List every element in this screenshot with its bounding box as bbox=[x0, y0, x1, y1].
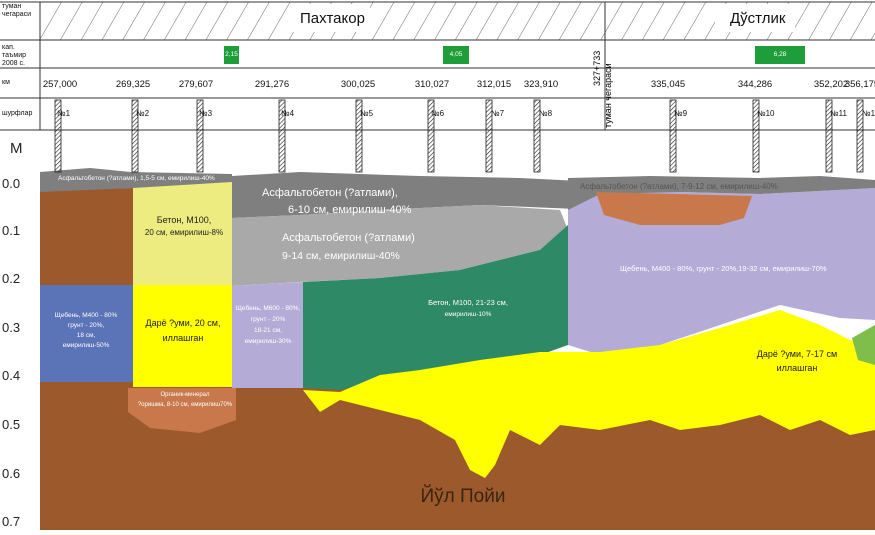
label-shcheben-mid-3: 18-21 см, bbox=[254, 327, 282, 334]
label-organic-2: ?оришма, 8-10 см, емирилиш70% bbox=[137, 402, 233, 408]
label-asphalt-left: Асфальтобетон (?атлами), 1,5-5 см, емири… bbox=[58, 175, 215, 182]
axis-unit: М bbox=[10, 140, 23, 157]
label-shcheben-left-4: емирилиш-50% bbox=[62, 342, 110, 349]
sand-left-layer bbox=[133, 285, 232, 387]
brown-left-layer bbox=[40, 188, 133, 285]
km-8: 323,910 bbox=[523, 79, 559, 90]
km-11: 352,202 bbox=[813, 79, 849, 90]
axis-tick-1: 0.1 bbox=[2, 223, 21, 238]
label-sand-left-1: Дарё ?уми, 20 см, bbox=[145, 318, 221, 328]
label-shcheben-right: Щебень, М400 - 80%, грунт - 20%,19-32 см… bbox=[620, 264, 827, 273]
label-shcheben-left-1: Щебень, М400 - 80% bbox=[54, 312, 118, 319]
lens-right-layer bbox=[596, 192, 752, 225]
row-label-km: км bbox=[2, 79, 10, 86]
header-grid bbox=[0, 1, 875, 131]
organic-layer bbox=[128, 388, 236, 433]
pit-label-4: №4 bbox=[281, 109, 295, 118]
repair-segment-3: 6,28 bbox=[755, 46, 805, 64]
pit-label-7: №7 bbox=[491, 109, 505, 118]
section-title-dustlik: Дўстлик bbox=[730, 10, 786, 27]
shcheben-left-layer bbox=[40, 285, 133, 382]
row-label-repair: кап. таъмир 2008 с. bbox=[2, 44, 27, 67]
label-asphalt-mid2-2: 9-14 см, емирилиш-40% bbox=[282, 250, 400, 262]
axis-tick-4: 0.4 bbox=[2, 368, 21, 383]
pit-label-5: №5 bbox=[360, 109, 374, 118]
pit-label-3: №3 bbox=[199, 109, 213, 118]
label-shcheben-left-2: грунт - 20%, bbox=[67, 322, 105, 329]
km-7: 312,015 bbox=[476, 79, 512, 90]
asphalt-right-layer bbox=[568, 176, 875, 210]
label-shcheben-mid-2: грунт - 20% bbox=[250, 316, 286, 323]
label-subgrade: Йўл Пойи bbox=[420, 486, 506, 507]
km-4: 291,276 bbox=[254, 79, 290, 90]
pit-label-9: №9 bbox=[674, 109, 688, 118]
km-9: 335,045 bbox=[650, 79, 686, 90]
km-6: 310,027 bbox=[414, 79, 450, 90]
label-sand-right-1: Дарё ?уми, 7-17 см bbox=[756, 349, 838, 359]
label-sand-right-2: иллашган bbox=[776, 363, 818, 373]
pit-label-12: №1 bbox=[862, 109, 875, 118]
label-beton-top-1: Бетон, М100, bbox=[156, 215, 212, 225]
axis-tick-6: 0.6 bbox=[2, 466, 21, 481]
axis-tick-0: 0.0 bbox=[2, 176, 21, 191]
sand-right-layer bbox=[303, 310, 875, 478]
asphalt-left-layer bbox=[40, 168, 232, 192]
pit-label-1: №1 bbox=[57, 109, 71, 118]
beton-green-layer bbox=[303, 225, 568, 390]
km-2: 269,325 bbox=[115, 79, 151, 90]
label-beton-green-1: Бетон, М100, 21-23 см, bbox=[428, 298, 508, 307]
green-edge-layer bbox=[852, 325, 875, 365]
label-shcheben-mid-1: Щебень, М600 - 80%, bbox=[235, 305, 301, 312]
km-5: 300,025 bbox=[340, 79, 376, 90]
axis-tick-7: 0.7 bbox=[2, 514, 21, 529]
km-12: 356,175 bbox=[844, 79, 875, 90]
shcheben-right-layer bbox=[568, 188, 875, 355]
pit-markers bbox=[54, 99, 864, 173]
pit-label-10: №10 bbox=[757, 109, 775, 118]
label-asphalt-mid2-1: Асфальтобетон (?атлами) bbox=[282, 232, 415, 244]
row-label-district-border: туман чегараси bbox=[2, 3, 32, 18]
label-asphalt-right: Асфальтобетон (?атлами), 7-9-12 см, емир… bbox=[580, 182, 778, 191]
pit-label-11: №11 bbox=[830, 109, 847, 118]
axis-tick-3: 0.3 bbox=[2, 320, 21, 335]
repair-segment-1: 2,15 bbox=[224, 46, 239, 64]
axis-tick-2: 0.2 bbox=[2, 271, 21, 286]
label-beton-green-2: емирилиш-10% bbox=[444, 311, 492, 318]
row-label-pits: шурфлар bbox=[2, 110, 33, 117]
km-3: 279,607 bbox=[178, 79, 214, 90]
pit-label-2: №2 bbox=[136, 109, 150, 118]
label-sand-left-2: иллашган bbox=[162, 333, 204, 343]
label-shcheben-left-3: 18 см, bbox=[76, 332, 96, 339]
km-10: 344,286 bbox=[737, 79, 773, 90]
pit-label-8: №8 bbox=[539, 109, 553, 118]
label-shcheben-mid-4: емирилиш-30% bbox=[244, 338, 292, 345]
section-title-pakhtakor: Пахтакор bbox=[300, 10, 365, 27]
label-asphalt-mid-2: 6-10 см, емирилиш-40% bbox=[288, 204, 412, 216]
label-organic-1: Органик-минерал bbox=[160, 392, 210, 398]
label-asphalt-mid-1: Асфальтобетон (?атлами), bbox=[262, 187, 398, 199]
km-1: 257,000 bbox=[42, 79, 78, 90]
beton-top-layer bbox=[133, 182, 232, 285]
asphalt-mid-layer bbox=[232, 172, 600, 218]
label-beton-top-2: 20 см, емирилиш-8% bbox=[144, 228, 224, 237]
pit-label-6: №6 bbox=[431, 109, 445, 118]
shcheben-mid-layer bbox=[232, 282, 303, 388]
repair-segment-2: 4,05 bbox=[443, 46, 469, 64]
axis-tick-5: 0.5 bbox=[2, 417, 21, 432]
